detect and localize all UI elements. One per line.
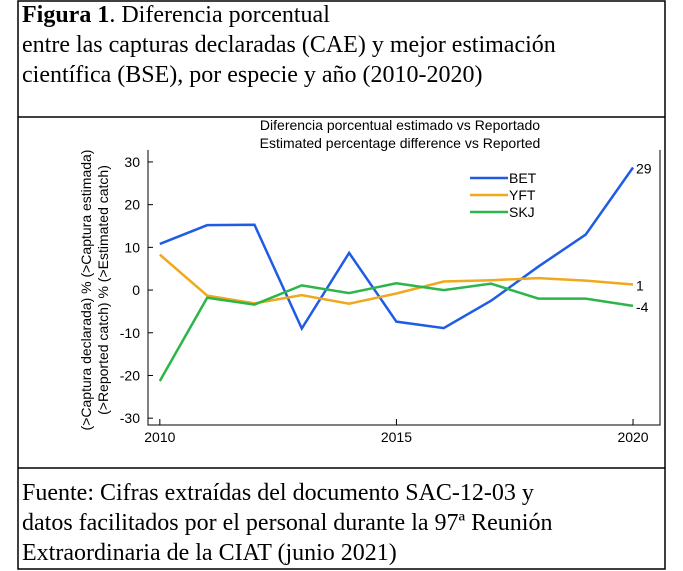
end-label: -4 — [636, 299, 649, 315]
y-tick-label: 30 — [124, 154, 140, 170]
chart-title: Diferencia porcentual estimado vs Report… — [260, 117, 540, 133]
x-tick-label: 2020 — [617, 429, 648, 445]
caption-text: . Diferencia porcentual — [109, 2, 330, 28]
source-text: Extraordinaria de la CIAT (junio 2021) — [22, 540, 397, 566]
y-tick-label: 20 — [124, 197, 140, 213]
legend-label: YFT — [509, 187, 536, 203]
y-tick-label: -30 — [120, 410, 140, 426]
axis — [147, 150, 661, 426]
caption-text: científica (BSE), por especie y año (201… — [22, 62, 483, 88]
y-axis-title: (>Reported catch) % (>Estimated catch) — [95, 165, 111, 415]
series-line — [159, 253, 634, 306]
y-tick-label: 10 — [124, 239, 140, 255]
series-line — [158, 281, 634, 382]
frame — [17, 0, 666, 570]
source-text: datos facilitados por el personal durant… — [22, 510, 552, 536]
y-tick-label: 0 — [132, 282, 140, 298]
y-axis-title: (>Captura declarada) % (>Captura estimad… — [78, 150, 94, 431]
caption-text: entre las capturas declaradas (CAE) y me… — [22, 32, 556, 58]
series-line — [159, 166, 635, 332]
chart-subtitle: Estimated percentage difference vs Repor… — [260, 135, 541, 151]
end-label: 1 — [636, 278, 644, 294]
x-tick-label: 2015 — [381, 429, 412, 445]
caption-label: Figura 1 — [22, 2, 109, 28]
legend-label: SKJ — [509, 204, 535, 220]
x-tick-label: 2010 — [144, 429, 175, 445]
y-tick-label: -20 — [120, 367, 140, 383]
legend-label: BET — [509, 170, 537, 186]
y-tick-label: -10 — [120, 325, 140, 341]
caption-line: Figura 1. Diferencia porcentual — [22, 2, 330, 28]
end-label: 29 — [636, 161, 652, 177]
source-text: Fuente: Cifras extraídas del documento S… — [22, 480, 534, 506]
